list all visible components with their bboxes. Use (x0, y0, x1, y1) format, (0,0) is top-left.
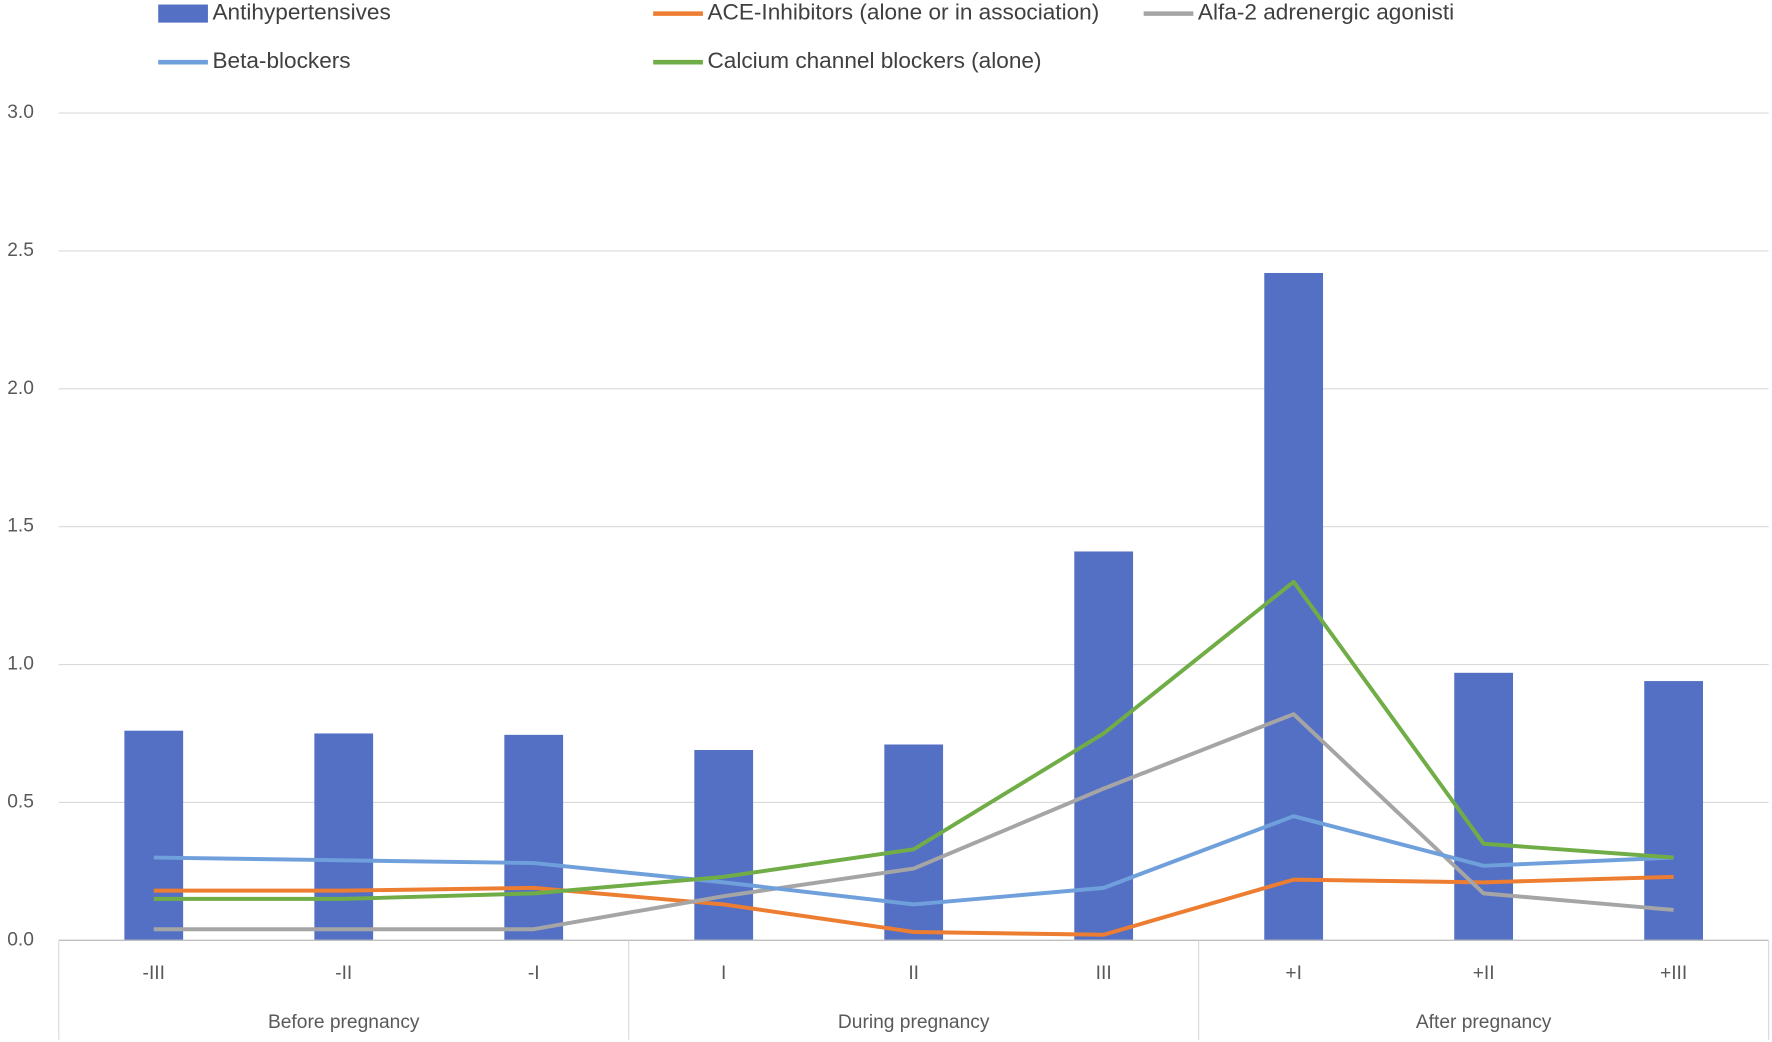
legend-label: Beta-blockers (212, 48, 350, 73)
bar (694, 750, 754, 941)
legend-label: ACE-Inhibitors (alone or in association) (707, 0, 1099, 25)
line-series (153, 712, 1674, 932)
legend-swatch (158, 4, 208, 23)
legend-label: Calcium channel blockers (alone) (707, 48, 1041, 73)
line-series (153, 814, 1674, 907)
x-tick-label: III (1096, 963, 1112, 984)
bar (124, 730, 184, 941)
group-label: After pregnancy (1416, 1012, 1552, 1033)
x-tick-label: -II (335, 963, 352, 984)
legend-label: Alfa-2 adrenergic agonisti (1198, 0, 1454, 25)
x-tick-label: +II (1473, 963, 1495, 984)
x-tick-label: -III (143, 963, 165, 984)
x-tick-label: I (721, 963, 726, 984)
line-series (153, 579, 1674, 901)
y-tick-label: 2.0 (7, 378, 34, 399)
bar (1454, 672, 1514, 941)
x-tick-label: +III (1660, 963, 1687, 984)
bar (884, 744, 944, 941)
y-tick-label: 2.5 (7, 240, 34, 261)
bar (504, 734, 564, 941)
y-tick-label: 3.0 (7, 102, 34, 123)
y-tick-label: 1.5 (7, 516, 34, 537)
line-series (153, 874, 1674, 937)
x-tick-label: II (908, 963, 919, 984)
y-tick-label: 1.0 (7, 654, 34, 675)
x-tick-label: -I (528, 963, 540, 984)
y-tick-label: 0.5 (7, 791, 34, 812)
bar (1644, 681, 1704, 941)
bar (1264, 272, 1324, 941)
group-label: Before pregnancy (268, 1012, 420, 1033)
y-tick-label: 0.0 (7, 929, 34, 950)
legend-label: Antihypertensives (212, 0, 390, 25)
x-tick-label: +I (1285, 963, 1302, 984)
bar (314, 733, 374, 941)
group-label: During pregnancy (838, 1012, 990, 1033)
